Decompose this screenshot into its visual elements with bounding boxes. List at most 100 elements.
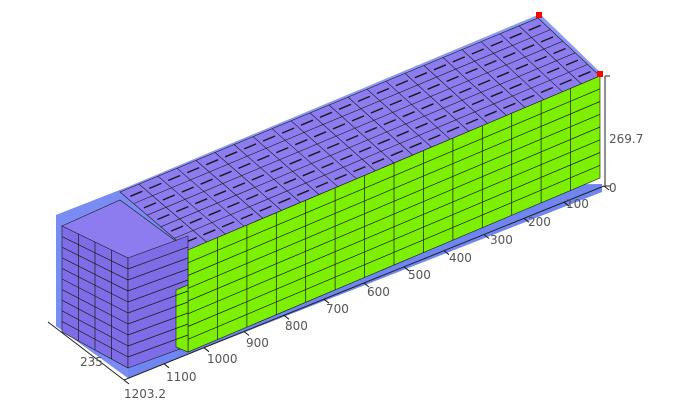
box-edge (371, 158, 385, 165)
length-tick-label: 1203.2 (124, 387, 166, 401)
box-edge (408, 91, 421, 98)
box-edge (442, 57, 507, 116)
box-edge (452, 56, 466, 63)
box-edge (427, 83, 440, 90)
height-tick-label: 0 (609, 181, 617, 195)
box-edge (403, 266, 410, 272)
box-edge (515, 63, 529, 70)
box-edge (262, 135, 276, 142)
box-edge (257, 154, 270, 162)
box-edge (167, 174, 181, 182)
box-edge (353, 165, 366, 173)
box-edge (240, 213, 254, 220)
box-edge (528, 24, 541, 31)
box-edge (176, 168, 245, 227)
width-tick-label: 235 (80, 355, 103, 369)
box-edge (376, 87, 390, 95)
box-edge (357, 95, 371, 103)
box-edge (281, 127, 295, 134)
box-edge (143, 202, 157, 209)
box-edge (315, 181, 329, 189)
box-edge (480, 41, 545, 100)
green-step-face (175, 284, 189, 353)
box-edge (251, 174, 265, 181)
box-edge (338, 103, 352, 110)
length-tick-label: 600 (367, 285, 390, 299)
box-edge (452, 106, 466, 114)
box-edge (243, 143, 257, 150)
height-tick-label: 269.7 (609, 132, 643, 146)
box-edge (385, 81, 451, 140)
box-edge (147, 40, 563, 216)
box-edge (415, 122, 428, 129)
box-edge (203, 229, 216, 236)
box-edge (170, 225, 184, 232)
box-edge (181, 186, 194, 193)
box-edge (521, 94, 535, 102)
box-edge (271, 128, 338, 187)
box-edge (340, 154, 353, 161)
box-edge (187, 139, 601, 315)
box-edge (490, 91, 504, 98)
box-edge (214, 152, 282, 211)
box-edge (208, 209, 221, 216)
box-edge (232, 182, 246, 189)
box-edge (421, 103, 434, 110)
box-edge (440, 95, 453, 102)
cargo-side-grid (187, 88, 601, 340)
box-edge (221, 221, 235, 228)
box-edge (409, 142, 422, 149)
box-edge (233, 144, 301, 203)
corner-markers (536, 12, 603, 77)
box-edge (127, 257, 189, 281)
box-edge (238, 162, 251, 170)
box-edge (326, 142, 340, 150)
box-edge (163, 363, 170, 369)
box-edge (245, 193, 259, 201)
box-edge (390, 150, 404, 157)
box-edge (157, 175, 226, 235)
length-tick-label: 300 (490, 233, 513, 247)
box-edge (187, 113, 601, 289)
box-edge (278, 197, 291, 204)
length-tick-label: 100 (566, 197, 589, 211)
box-edge (477, 79, 491, 86)
box-edge (302, 170, 315, 177)
box-edge (503, 102, 516, 109)
box-edge (283, 178, 297, 185)
box-edge (358, 146, 372, 153)
box-edge (194, 198, 208, 205)
box-edge (434, 114, 447, 122)
box-edge (402, 111, 415, 118)
box-edge (127, 279, 189, 303)
box-edge (414, 72, 428, 79)
box-edge (219, 170, 232, 177)
length-axis-labels: 100 200 300 400 500 600 700 800 900 1000… (124, 197, 589, 401)
box-edge (200, 178, 213, 185)
box-edge (443, 250, 450, 256)
box-edge (243, 331, 250, 336)
box-edge (187, 126, 601, 302)
box-edge (321, 162, 334, 169)
box-edge (186, 166, 200, 174)
box-edge (471, 98, 485, 106)
box-edge (213, 190, 227, 197)
length-tick-label: 1000 (207, 352, 238, 366)
box-edge (157, 213, 170, 221)
box-edge (347, 96, 413, 156)
width-axis-labels: 235 (80, 355, 103, 369)
box-edge (283, 314, 290, 320)
width-axis-line (47, 321, 125, 381)
box-edge (490, 40, 504, 47)
box-edge (364, 126, 378, 134)
box-edge (509, 32, 522, 39)
cargo-top-grid (130, 24, 591, 244)
box-edge (471, 48, 485, 55)
box-edge (187, 164, 601, 340)
box-edge (546, 67, 560, 74)
box-edge (276, 146, 289, 154)
box-edge (127, 312, 189, 336)
box-edge (363, 282, 370, 288)
box-edge (396, 130, 409, 137)
